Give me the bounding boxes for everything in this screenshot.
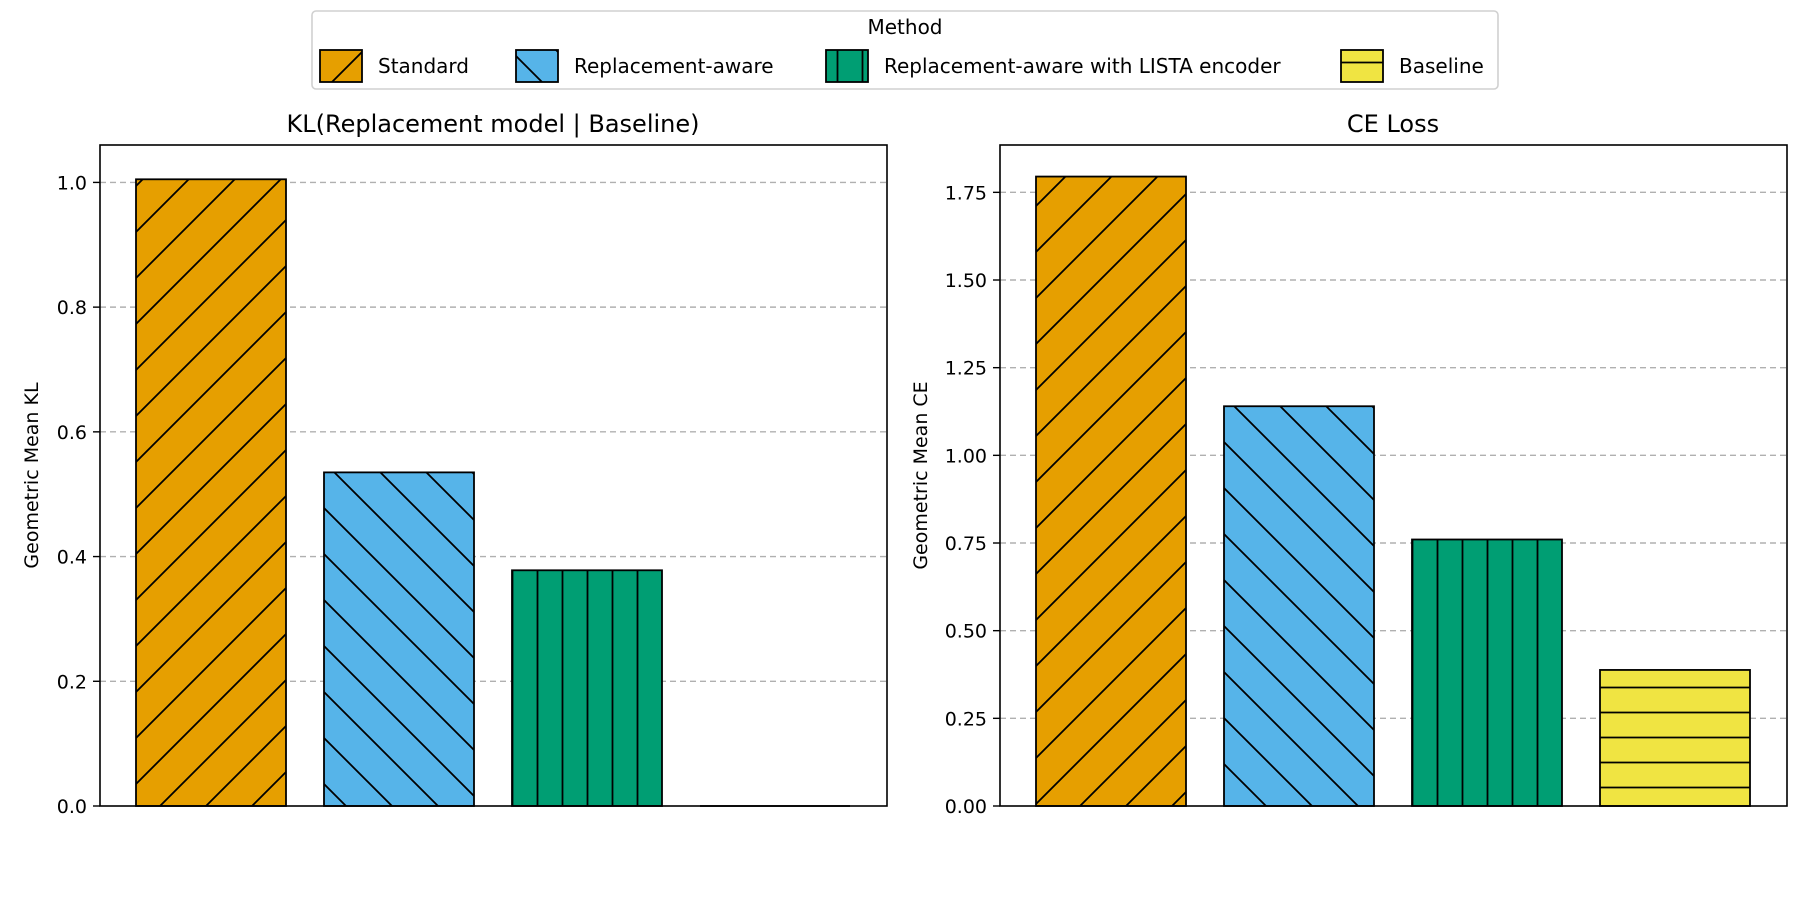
kl-panel: KL(Replacement model | Baseline)0.00.20.… bbox=[21, 110, 888, 818]
legend-item-standard: Standard bbox=[319, 49, 469, 83]
legend-label-replacement-aware-with-lista-encoder: Replacement-aware with LISTA encoder bbox=[884, 54, 1281, 78]
y-tick-label: 0.0 bbox=[57, 796, 87, 818]
bar-replacement-aware bbox=[1223, 405, 1375, 807]
legend-label-replacement-aware: Replacement-aware bbox=[574, 54, 774, 78]
ce-loss-panel: CE Loss 0.00 0.25 0.50 0.75 1.00 1.25 1.50 1.75 G… bbox=[910, 110, 1788, 818]
panel-title: CE Loss bbox=[1347, 110, 1439, 138]
legend-item-replacement-aware-with-lista-encoder: Replacement-aware with LISTA encoder bbox=[825, 49, 1281, 83]
legend-swatch-baseline bbox=[1340, 49, 1384, 83]
y-tick-label: 0.8 bbox=[57, 297, 87, 319]
y-axis-label: Geometric Mean KL bbox=[21, 382, 43, 569]
bar-replacement-aware-with-lista-encoder bbox=[511, 569, 663, 807]
y-axis: 0.00 0.25 0.50 0.75 1.00 1.25 1.50 1.75 bbox=[945, 182, 1000, 818]
y-tick-label: 0.25 bbox=[945, 708, 987, 730]
legend-item-replacement-aware: Replacement-aware bbox=[515, 49, 774, 83]
bars bbox=[1035, 175, 1751, 807]
y-tick-label: 1.25 bbox=[945, 358, 987, 380]
bar-standard bbox=[1035, 175, 1187, 807]
axes-frame bbox=[999, 144, 1788, 807]
legend-item-baseline: Baseline bbox=[1340, 49, 1484, 83]
bar-standard bbox=[135, 178, 287, 807]
legend-frame bbox=[311, 10, 1499, 90]
y-tick-label: 0.6 bbox=[57, 422, 87, 444]
axes-frame bbox=[99, 144, 888, 807]
bars bbox=[135, 178, 850, 807]
legend-title: Method bbox=[867, 15, 942, 39]
bar-replacement-aware-with-lista-encoder bbox=[1411, 538, 1563, 807]
y-tick-label: 0.4 bbox=[57, 547, 87, 569]
y-tick-label: 1.00 bbox=[945, 445, 987, 467]
y-axis: 0.0 0.2 0.4 0.6 0.8 1.0 bbox=[57, 172, 100, 818]
bar-baseline bbox=[1599, 669, 1751, 807]
legend-items: Standard Replacement-aware Replacement-awa… bbox=[319, 49, 1484, 83]
y-tick-label: 0.2 bbox=[57, 671, 87, 693]
y-tick-label: 1.75 bbox=[945, 182, 987, 204]
y-tick-label: 1.0 bbox=[57, 172, 87, 194]
legend-label-baseline: Baseline bbox=[1399, 54, 1484, 78]
panel-title: KL(Replacement model | Baseline) bbox=[287, 110, 700, 138]
y-tick-label: 0.75 bbox=[945, 533, 987, 555]
legend-swatch-standard bbox=[319, 49, 363, 83]
legend-swatch-replacement-aware bbox=[515, 49, 559, 83]
legend: Method Standard Replacement-aware Replacem… bbox=[311, 10, 1499, 90]
legend-label-standard: Standard bbox=[378, 54, 469, 78]
y-axis-label: Geometric Mean CE bbox=[910, 381, 932, 569]
y-tick-label: 0.00 bbox=[945, 796, 987, 818]
legend-swatch-replacement-aware-with-lista-encoder bbox=[825, 49, 869, 83]
bar-replacement-aware bbox=[323, 471, 475, 807]
y-tick-label: 1.50 bbox=[945, 270, 987, 292]
y-tick-label: 0.50 bbox=[945, 621, 987, 643]
